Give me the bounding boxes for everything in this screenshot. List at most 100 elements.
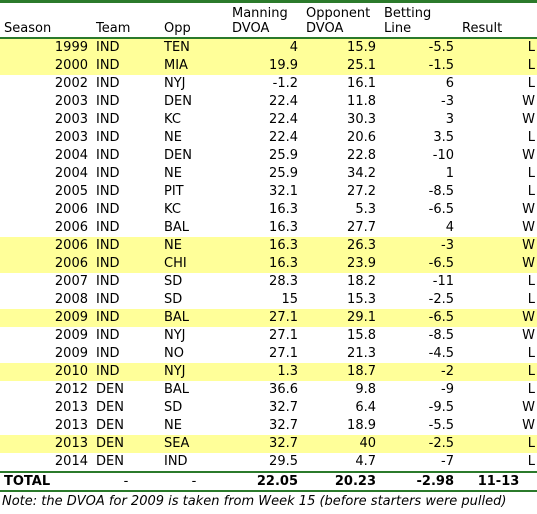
cell-betting-line: 3 xyxy=(445,112,454,127)
cell-betting-line: -1.5 xyxy=(380,57,458,75)
cell-result: L xyxy=(527,274,535,289)
cell-manning-dvoa: 27.1 xyxy=(228,309,302,327)
table-row: 2004 IND DEN 25.9 22.8 -10 W xyxy=(0,147,537,165)
total-result: 11-13 xyxy=(458,471,537,492)
cell-opp: NO xyxy=(164,346,184,361)
cell-opponent-dvoa: 15.8 xyxy=(347,328,376,343)
cell-betting-line: -3 xyxy=(380,237,458,255)
cell-result: L xyxy=(458,38,537,57)
cell-opp: DEN xyxy=(164,148,192,163)
cell-manning-dvoa: 27.1 xyxy=(269,328,298,343)
cell-betting-line: -6.5 xyxy=(380,309,458,327)
table-row: 2004 IND NE 25.9 34.2 1 L xyxy=(0,165,537,183)
cell-opp: BAL xyxy=(160,309,228,327)
cell-team: IND xyxy=(96,130,120,145)
cell-opponent-dvoa: 25.1 xyxy=(302,57,380,75)
cell-team: IND xyxy=(96,202,120,217)
cell-opponent-dvoa: 9.8 xyxy=(355,382,376,397)
cell-opponent-dvoa: 27.7 xyxy=(347,220,376,235)
cell-season: 2008 xyxy=(54,292,88,307)
table-row: 2010 IND NYJ 1.3 18.7 -2 L xyxy=(0,363,537,381)
header-team: Team xyxy=(92,3,160,39)
cell-opponent-dvoa: 26.3 xyxy=(302,237,380,255)
cell-result: W xyxy=(458,255,537,273)
cell-team: IND xyxy=(92,255,160,273)
cell-opponent-dvoa: 23.9 xyxy=(302,255,380,273)
cell-team: IND xyxy=(92,309,160,327)
cell-opp: KC xyxy=(164,202,181,217)
cell-season: 2013 xyxy=(54,400,88,415)
cell-team: DEN xyxy=(96,382,124,397)
top-rule xyxy=(0,0,537,3)
cell-opp: NYJ xyxy=(164,328,186,343)
cell-opponent-dvoa: 11.8 xyxy=(347,94,376,109)
table-row: 2003 IND NE 22.4 20.6 3.5 L xyxy=(0,129,537,147)
total-betting-line: -2.98 xyxy=(380,471,458,492)
cell-team: IND xyxy=(96,274,120,289)
cell-team: DEN xyxy=(96,418,124,433)
manning-playoff-table: Season Team Opp Manning DVOA Opponent DVOA… xyxy=(0,3,537,492)
cell-season: 2003 xyxy=(54,94,88,109)
total-opp: - xyxy=(160,471,228,492)
cell-manning-dvoa: 27.1 xyxy=(269,346,298,361)
cell-opp: NE xyxy=(164,418,182,433)
cell-result: W xyxy=(522,400,535,415)
cell-result: L xyxy=(527,184,535,199)
table-row: 2006 IND CHI 16.3 23.9 -6.5 W xyxy=(0,255,537,273)
cell-manning-dvoa: 16.3 xyxy=(228,237,302,255)
table-row: 2002 IND NYJ -1.2 16.1 6 L xyxy=(0,75,537,93)
table-row: 2006 IND KC 16.3 5.3 -6.5 W xyxy=(0,201,537,219)
cell-result: L xyxy=(527,382,535,397)
cell-result: L xyxy=(527,130,535,145)
cell-manning-dvoa: 19.9 xyxy=(228,57,302,75)
cell-opp: DEN xyxy=(164,94,192,109)
table-row: 2014 DEN IND 29.5 4.7 -7 L xyxy=(0,453,537,472)
cell-season: 2009 xyxy=(0,309,92,327)
cell-result: L xyxy=(458,363,537,381)
cell-manning-dvoa: 32.7 xyxy=(269,418,298,433)
cell-manning-dvoa: 1.3 xyxy=(228,363,302,381)
table-row: 2003 IND KC 22.4 30.3 3 W xyxy=(0,111,537,129)
table-row: 2000 IND MIA 19.9 25.1 -1.5 L xyxy=(0,57,537,75)
cell-result: L xyxy=(458,435,537,453)
cell-season: 2003 xyxy=(54,112,88,127)
cell-team: IND xyxy=(96,292,120,307)
cell-season: 2013 xyxy=(54,418,88,433)
cell-season: 2005 xyxy=(54,184,88,199)
cell-betting-line: -6.5 xyxy=(428,202,454,217)
cell-opponent-dvoa: 18.7 xyxy=(302,363,380,381)
cell-betting-line: -3 xyxy=(441,94,454,109)
cell-betting-line: 6 xyxy=(445,76,454,91)
table-row: 2007 IND SD 28.3 18.2 -11 L xyxy=(0,273,537,291)
cell-season: 1999 xyxy=(0,38,92,57)
cell-opp: NYJ xyxy=(160,363,228,381)
cell-team: DEN xyxy=(96,454,124,469)
header-manning-dvoa: Manning DVOA xyxy=(228,3,302,39)
cell-team: IND xyxy=(96,346,120,361)
cell-opponent-dvoa: 4.7 xyxy=(355,454,376,469)
cell-manning-dvoa: 22.4 xyxy=(269,94,298,109)
cell-result: W xyxy=(522,220,535,235)
cell-manning-dvoa: 32.7 xyxy=(269,400,298,415)
table-row: 2005 IND PIT 32.1 27.2 -8.5 L xyxy=(0,183,537,201)
cell-team: DEN xyxy=(96,400,124,415)
cell-season: 2002 xyxy=(54,76,88,91)
cell-opp: SD xyxy=(164,274,183,289)
cell-season: 2013 xyxy=(0,435,92,453)
cell-opponent-dvoa: 5.3 xyxy=(355,202,376,217)
cell-team: IND xyxy=(92,57,160,75)
cell-opp: NYJ xyxy=(164,76,186,91)
cell-season: 2012 xyxy=(54,382,88,397)
cell-opponent-dvoa: 22.8 xyxy=(347,148,376,163)
table-row: 2012 DEN BAL 36.6 9.8 -9 L xyxy=(0,381,537,399)
cell-season: 2009 xyxy=(54,346,88,361)
cell-season: 2006 xyxy=(54,220,88,235)
total-opponent-dvoa: 20.23 xyxy=(302,471,380,492)
cell-result: W xyxy=(522,148,535,163)
cell-team: IND xyxy=(96,148,120,163)
cell-team: IND xyxy=(96,184,120,199)
cell-betting-line: 3.5 xyxy=(433,130,454,145)
cell-opp: MIA xyxy=(160,57,228,75)
total-team: - xyxy=(92,471,160,492)
header-result: Result xyxy=(458,3,537,39)
